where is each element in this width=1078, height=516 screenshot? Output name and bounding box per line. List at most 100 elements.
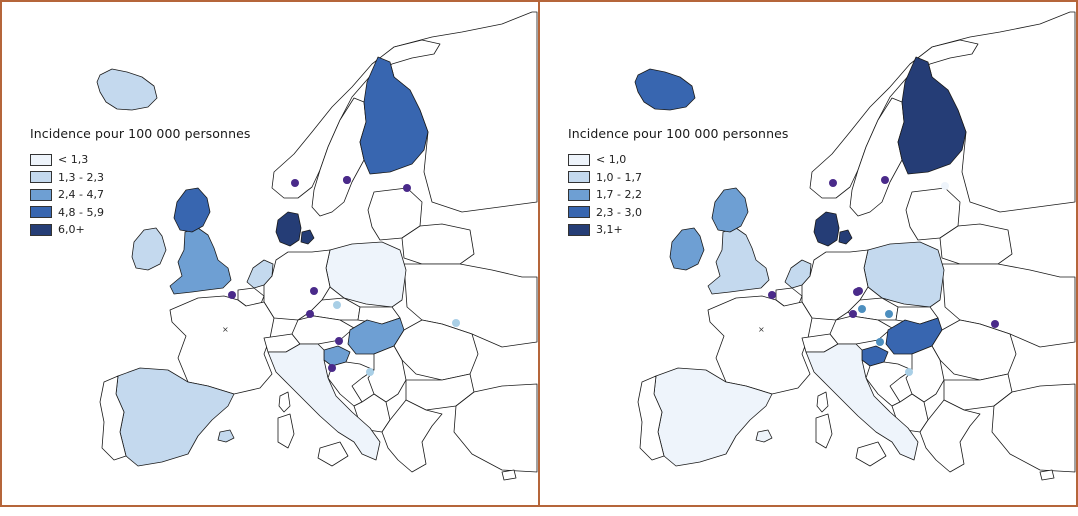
legend-item: < 1,3 [30, 151, 251, 169]
region-corsica [816, 391, 829, 413]
legend-item: 3,1+ [568, 221, 789, 239]
region-denmark [275, 211, 302, 247]
legend-item: < 1,0 [568, 151, 789, 169]
region-gb [169, 227, 232, 295]
region-sardinia [277, 413, 295, 449]
registry-dot [849, 310, 857, 318]
legend-right: Incidence pour 100 000 personnes < 1,0 1,… [568, 126, 789, 239]
legend-item: 4,8 - 5,9 [30, 204, 251, 222]
city-marker: × [222, 325, 229, 334]
region-scotland [711, 187, 749, 233]
registry-dot [328, 364, 336, 372]
europe-map-right: × [634, 11, 1076, 481]
legend-item: 2,3 - 3,0 [568, 204, 789, 222]
legend-label: 6,0+ [58, 223, 85, 237]
legend-label: < 1,3 [58, 153, 89, 167]
registry-dot [858, 305, 866, 313]
legend-rows: < 1,0 1,0 - 1,7 1,7 - 2,2 2,3 - 3,0 3,1+ [568, 151, 789, 239]
region-italy [267, 343, 381, 461]
legend-label: 1,7 - 2,2 [596, 188, 642, 202]
legend-label: 1,0 - 1,7 [596, 170, 642, 184]
region-greece [919, 399, 981, 473]
registry-dot [853, 288, 861, 296]
legend-swatch [568, 153, 590, 166]
europe-map-left: × [96, 11, 538, 481]
region-portugal [637, 375, 665, 461]
region-germany [801, 249, 869, 321]
region-sicily [317, 441, 349, 467]
legend-swatch [568, 171, 590, 184]
region-netherlands [246, 259, 274, 289]
region-cyprus [501, 469, 517, 481]
legend-swatch [568, 206, 590, 219]
region-denmark [813, 211, 840, 247]
region-italy [805, 343, 919, 461]
legend-swatch [30, 223, 52, 236]
region-croatia [865, 361, 913, 407]
region-portugal [99, 375, 127, 461]
legend-label: 2,4 - 4,7 [58, 188, 104, 202]
region-finland [897, 56, 967, 175]
legend-swatch [30, 153, 52, 166]
region-iceland [96, 68, 158, 111]
region-denmark2 [300, 229, 315, 245]
region-croatia [327, 361, 375, 407]
map-panel-left: × Incidence pour 100 000 personnes < 1,3… [0, 0, 541, 507]
region-france [169, 295, 275, 395]
region-greece [381, 399, 443, 473]
legend-title: Incidence pour 100 000 personnes [568, 126, 789, 141]
region-turkey [991, 383, 1076, 473]
registry-dot [403, 184, 411, 192]
legend-rows: < 1,3 1,3 - 2,3 2,4 - 4,7 4,8 - 5,9 6,0+ [30, 151, 251, 239]
region-poland [863, 241, 945, 308]
registry-dot [343, 176, 351, 184]
legend-swatch [568, 188, 590, 201]
region-norway [271, 39, 441, 199]
region-germany [263, 249, 331, 321]
legend-label: 4,8 - 5,9 [58, 205, 104, 219]
registry-dot [829, 179, 837, 187]
region-sicily [855, 441, 887, 467]
region-ukraine [941, 263, 1076, 348]
region-sardinia [815, 413, 833, 449]
registry-dot [335, 337, 343, 345]
region-scotland [173, 187, 211, 233]
registry-dot [228, 291, 236, 299]
legend-item: 1,3 - 2,3 [30, 169, 251, 187]
region-ireland [131, 227, 167, 271]
region-netherlands [784, 259, 812, 289]
registry-dot [452, 319, 460, 327]
region-denmark2 [838, 229, 853, 245]
registry-dot [941, 182, 949, 190]
legend-swatch [568, 223, 590, 236]
registry-dot [876, 338, 884, 346]
region-ireland [669, 227, 705, 271]
legend-left: Incidence pour 100 000 personnes < 1,3 1,… [30, 126, 251, 239]
legend-item: 1,0 - 1,7 [568, 169, 789, 187]
region-mallorca [755, 429, 773, 443]
legend-label: 2,3 - 3,0 [596, 205, 642, 219]
registry-dot [306, 310, 314, 318]
region-france [707, 295, 813, 395]
legend-label: 1,3 - 2,3 [58, 170, 104, 184]
region-poland [325, 241, 407, 308]
region-corsica [278, 391, 291, 413]
registry-dot [333, 301, 341, 309]
region-finland [359, 56, 429, 175]
legend-item: 6,0+ [30, 221, 251, 239]
region-cyprus [1039, 469, 1055, 481]
legend-label: 3,1+ [596, 223, 623, 237]
legend-swatch [30, 206, 52, 219]
region-belarus [401, 223, 475, 265]
region-ukraine [403, 263, 538, 348]
legend-swatch [30, 188, 52, 201]
legend-title: Incidence pour 100 000 personnes [30, 126, 251, 141]
registry-dot [366, 368, 374, 376]
region-gb [707, 227, 770, 295]
legend-item: 1,7 - 2,2 [568, 186, 789, 204]
map-panel-right: × Incidence pour 100 000 personnes < 1,0… [538, 0, 1078, 507]
city-marker: × [758, 325, 765, 334]
registry-dot [905, 368, 913, 376]
registry-dot [310, 287, 318, 295]
legend-label: < 1,0 [596, 153, 627, 167]
